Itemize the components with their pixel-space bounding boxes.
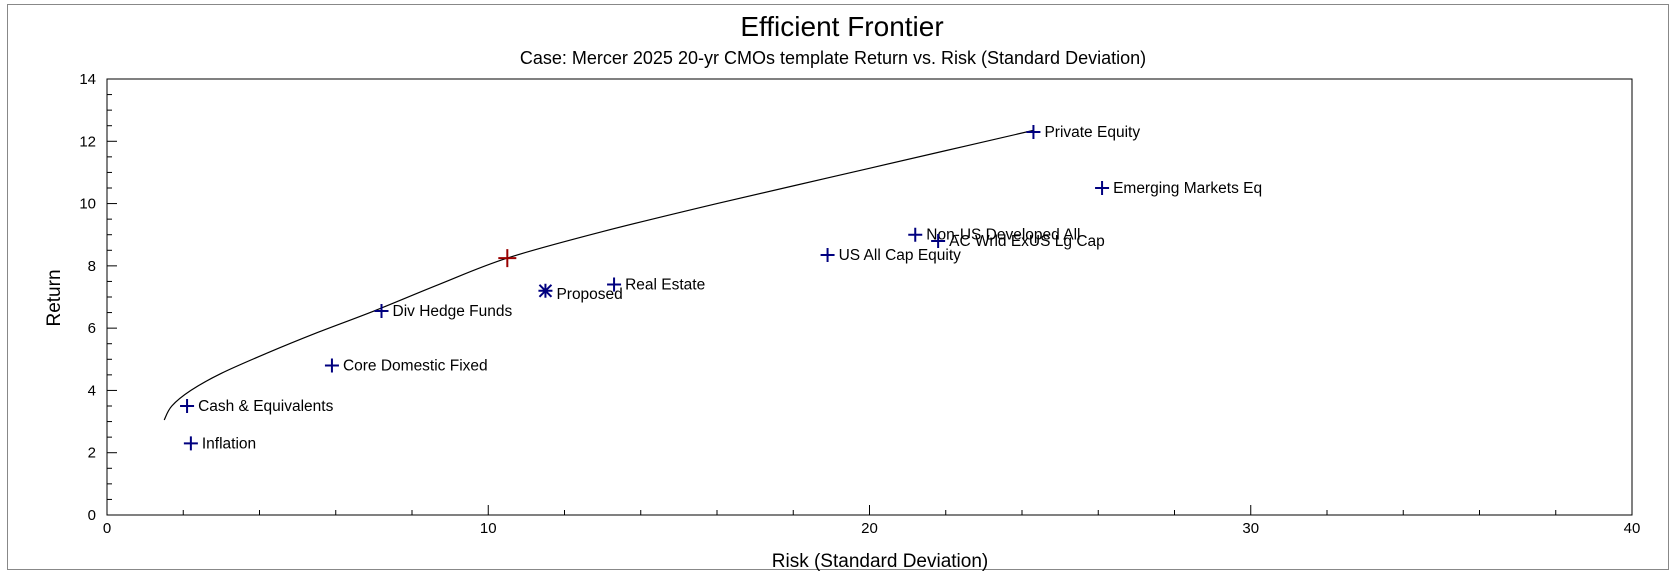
plot-border — [106, 78, 1633, 516]
x-tick-label: 30 — [1242, 520, 1259, 537]
y-tick-label: 6 — [88, 320, 96, 337]
x-tick-label: 10 — [480, 520, 497, 537]
asset-point-marker — [1026, 124, 1041, 139]
asset-point-marker — [931, 233, 946, 248]
chart-title: Efficient Frontier — [740, 11, 943, 42]
asset-point-label: AC Wrld ExUS Lg Cap — [949, 233, 1105, 250]
proposed-portfolio-label: Proposed — [556, 286, 622, 303]
asset-point-marker — [324, 358, 339, 373]
proposed-portfolio-marker — [538, 283, 553, 298]
x-tick-label: 20 — [861, 520, 878, 537]
x-tick-label: 0 — [103, 520, 111, 537]
y-axis-label: Return — [44, 269, 65, 326]
asset-point-label: Div Hedge Funds — [393, 303, 513, 320]
efficient-frontier-line — [163, 129, 1034, 421]
optimal-portfolio-marker — [498, 249, 517, 268]
y-tick-label: 12 — [79, 133, 96, 150]
x-tick-label: 40 — [1624, 520, 1641, 537]
plot-area: 0 10 20 30 40 0 2 4 6 8 10 12 14 Private Equity Emergi… — [79, 71, 1640, 537]
chart-subtitle: Case: Mercer 2025 20-yr CMOs template Re… — [520, 48, 1146, 68]
x-axis-label: Risk (Standard Deviation) — [772, 551, 988, 572]
asset-point-marker — [908, 227, 923, 242]
asset-point-label: Non-US Developed All — [926, 227, 1080, 244]
asset-point-label: Real Estate — [625, 277, 705, 294]
asset-point-marker — [374, 304, 389, 319]
asset-point-label: Emerging Markets Eq — [1113, 180, 1262, 197]
y-tick-label: 0 — [88, 507, 96, 524]
y-tick-label: 10 — [79, 196, 96, 213]
asset-point-marker — [183, 436, 198, 451]
chart-frame — [7, 4, 1669, 570]
y-tick-label: 2 — [88, 445, 96, 462]
y-tick-label: 8 — [88, 258, 96, 275]
asset-point-marker — [820, 247, 835, 262]
asset-point-marker — [180, 399, 195, 413]
asset-point-marker — [607, 277, 622, 292]
asset-point-label: Inflation — [202, 435, 256, 452]
y-tick-label: 14 — [79, 71, 96, 88]
asset-point-label: Private Equity — [1044, 124, 1140, 141]
asset-point-label: US All Cap Equity — [839, 247, 962, 264]
asset-point-marker — [1095, 181, 1110, 195]
asset-point-label: Core Domestic Fixed — [343, 358, 488, 375]
y-tick-label: 4 — [88, 382, 96, 399]
asset-point-label: Cash & Equivalents — [198, 398, 334, 415]
